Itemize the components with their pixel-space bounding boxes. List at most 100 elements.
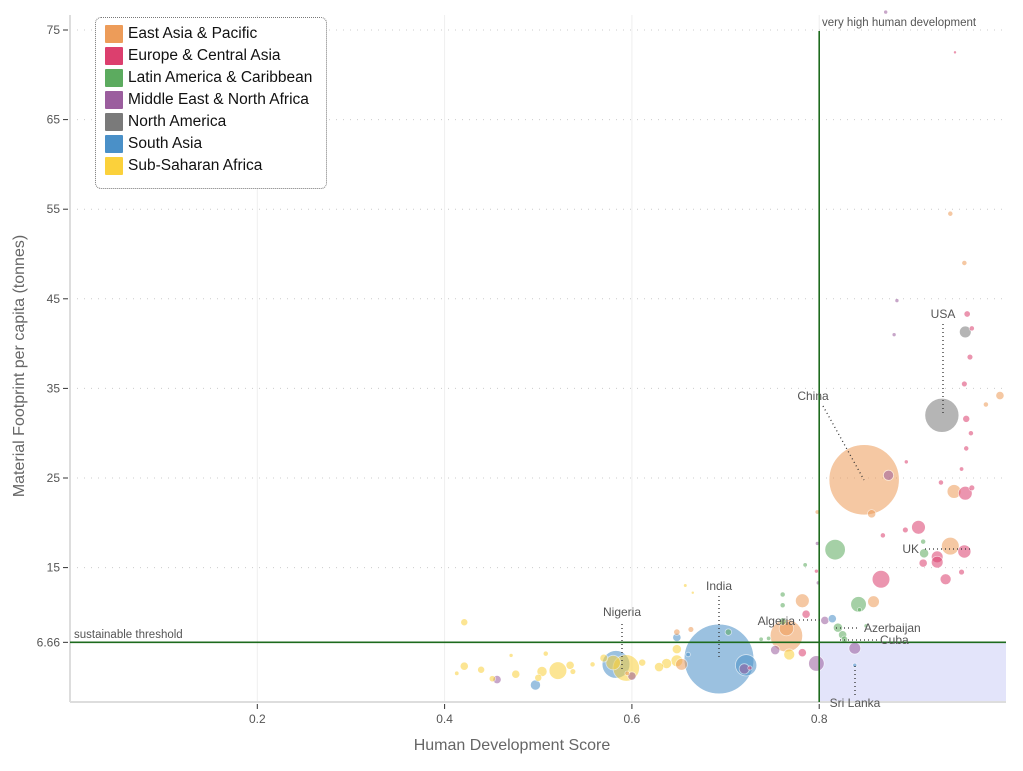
bubble-point[interactable]: [724, 628, 733, 636]
bubble-point[interactable]: [958, 466, 965, 472]
bubble-point[interactable]: [605, 654, 621, 671]
bubble-point[interactable]: [589, 661, 596, 668]
bubble-point[interactable]: [867, 595, 880, 608]
legend-item[interactable]: Middle East & North Africa: [105, 89, 326, 111]
bubble-point[interactable]: [871, 569, 891, 589]
bubble-point[interactable]: [918, 558, 928, 568]
bubble-point[interactable]: [534, 673, 543, 682]
legend-item[interactable]: Latin America & Caribbean: [105, 67, 326, 89]
bubble-point[interactable]: [794, 593, 810, 609]
bubble-point[interactable]: [779, 602, 786, 609]
bubble-point[interactable]: [779, 591, 786, 598]
legend-item[interactable]: East Asia & Pacific: [105, 23, 326, 45]
bubble-point[interactable]: [850, 596, 867, 613]
legend: East Asia & Pacific Europe & Central Asia…: [95, 17, 327, 189]
bubble-point[interactable]: [863, 623, 869, 629]
bubble-point[interactable]: [939, 573, 952, 586]
bubble-point[interactable]: [778, 617, 787, 626]
bubble-point[interactable]: [673, 628, 681, 636]
legend-swatch: [105, 25, 123, 43]
bubble-point[interactable]: [653, 661, 665, 673]
bubble-point[interactable]: [813, 568, 819, 574]
bubble-point[interactable]: [765, 635, 772, 642]
bubble-point[interactable]: [911, 519, 926, 535]
bubble-point[interactable]: [802, 562, 808, 568]
y-tick-label: 65: [47, 113, 61, 127]
bubble-point[interactable]: [460, 618, 469, 627]
bubble-point[interactable]: [957, 485, 973, 501]
bubble-point[interactable]: [454, 670, 460, 677]
bubble-point[interactable]: [824, 538, 846, 561]
bubble-point[interactable]: [675, 658, 688, 671]
bubble-point[interactable]: [930, 555, 944, 569]
x-tick-label: 0.4: [436, 712, 453, 726]
bubble-point[interactable]: [542, 650, 549, 657]
bubble-point[interactable]: [747, 665, 753, 671]
bubble-point[interactable]: [808, 655, 825, 672]
bubble-point[interactable]: [963, 310, 971, 318]
bubble-point[interactable]: [852, 662, 858, 668]
bubble-point[interactable]: [891, 332, 897, 338]
bubble-point[interactable]: [459, 661, 469, 671]
legend-item[interactable]: Sub-Saharan Africa: [105, 155, 326, 177]
bubble-point[interactable]: [687, 626, 695, 633]
bubble-point[interactable]: [966, 353, 974, 361]
x-tick-label: 0.6: [624, 712, 641, 726]
bubble-point[interactable]: [565, 660, 575, 670]
bubble-point[interactable]: [961, 259, 968, 267]
bubble-point[interactable]: [548, 661, 568, 680]
bubble-point[interactable]: [690, 590, 695, 595]
legend-label: East Asia & Pacific: [128, 25, 258, 42]
bubble-point[interactable]: [958, 568, 965, 576]
bubble-point[interactable]: [903, 459, 909, 465]
bubble-point[interactable]: [569, 668, 577, 675]
legend-item[interactable]: South Asia: [105, 133, 326, 155]
bubble-point[interactable]: [968, 484, 976, 492]
bubble-point[interactable]: [957, 544, 972, 559]
bubble-point[interactable]: [848, 641, 862, 655]
bubble-point[interactable]: [508, 652, 514, 658]
bubble-point[interactable]: [624, 670, 630, 677]
bubble-point[interactable]: [511, 669, 521, 679]
bubble-point[interactable]: [783, 648, 796, 661]
bubble-point[interactable]: [924, 397, 960, 433]
bubble-point[interactable]: [982, 401, 989, 408]
bubble-point[interactable]: [827, 614, 837, 624]
bubble-point[interactable]: [960, 380, 968, 388]
bubble-point[interactable]: [883, 9, 889, 15]
legend-item[interactable]: Europe & Central Asia: [105, 45, 326, 67]
bubble-point[interactable]: [920, 538, 927, 545]
bubble-point[interactable]: [797, 648, 807, 658]
bubble-point[interactable]: [882, 469, 895, 481]
bubble-point[interactable]: [879, 532, 886, 539]
bubble-point[interactable]: [685, 651, 691, 658]
bubble-point[interactable]: [599, 653, 609, 663]
bubble-point[interactable]: [867, 509, 877, 519]
bubble-point[interactable]: [683, 583, 688, 588]
bubble-point[interactable]: [962, 414, 971, 423]
bubble-point[interactable]: [820, 615, 830, 626]
bubble-point[interactable]: [758, 636, 764, 642]
bubble-point[interactable]: [488, 675, 497, 683]
legend-item[interactable]: North America: [105, 111, 326, 133]
bubble-point[interactable]: [947, 210, 954, 217]
bubble-point[interactable]: [477, 665, 486, 674]
bubble-point[interactable]: [671, 644, 682, 655]
bubble-point[interactable]: [856, 607, 862, 613]
bubble-point[interactable]: [963, 445, 970, 452]
bubble-point[interactable]: [995, 390, 1005, 401]
bubble-point[interactable]: [894, 298, 900, 304]
bubble-point[interactable]: [937, 479, 945, 486]
bubble-point[interactable]: [770, 644, 781, 656]
bubble-point[interactable]: [801, 609, 811, 619]
bubble-point[interactable]: [638, 658, 647, 667]
legend-label: Sub-Saharan Africa: [128, 157, 263, 174]
bubble-point[interactable]: [952, 50, 958, 55]
bubble-point[interactable]: [967, 430, 974, 437]
bubble-point[interactable]: [918, 548, 930, 559]
bubble-point[interactable]: [832, 622, 844, 633]
bubble-point[interactable]: [940, 536, 960, 556]
bubble-point[interactable]: [901, 526, 909, 534]
bubble-point[interactable]: [968, 325, 975, 332]
bubble-point[interactable]: [958, 325, 972, 339]
